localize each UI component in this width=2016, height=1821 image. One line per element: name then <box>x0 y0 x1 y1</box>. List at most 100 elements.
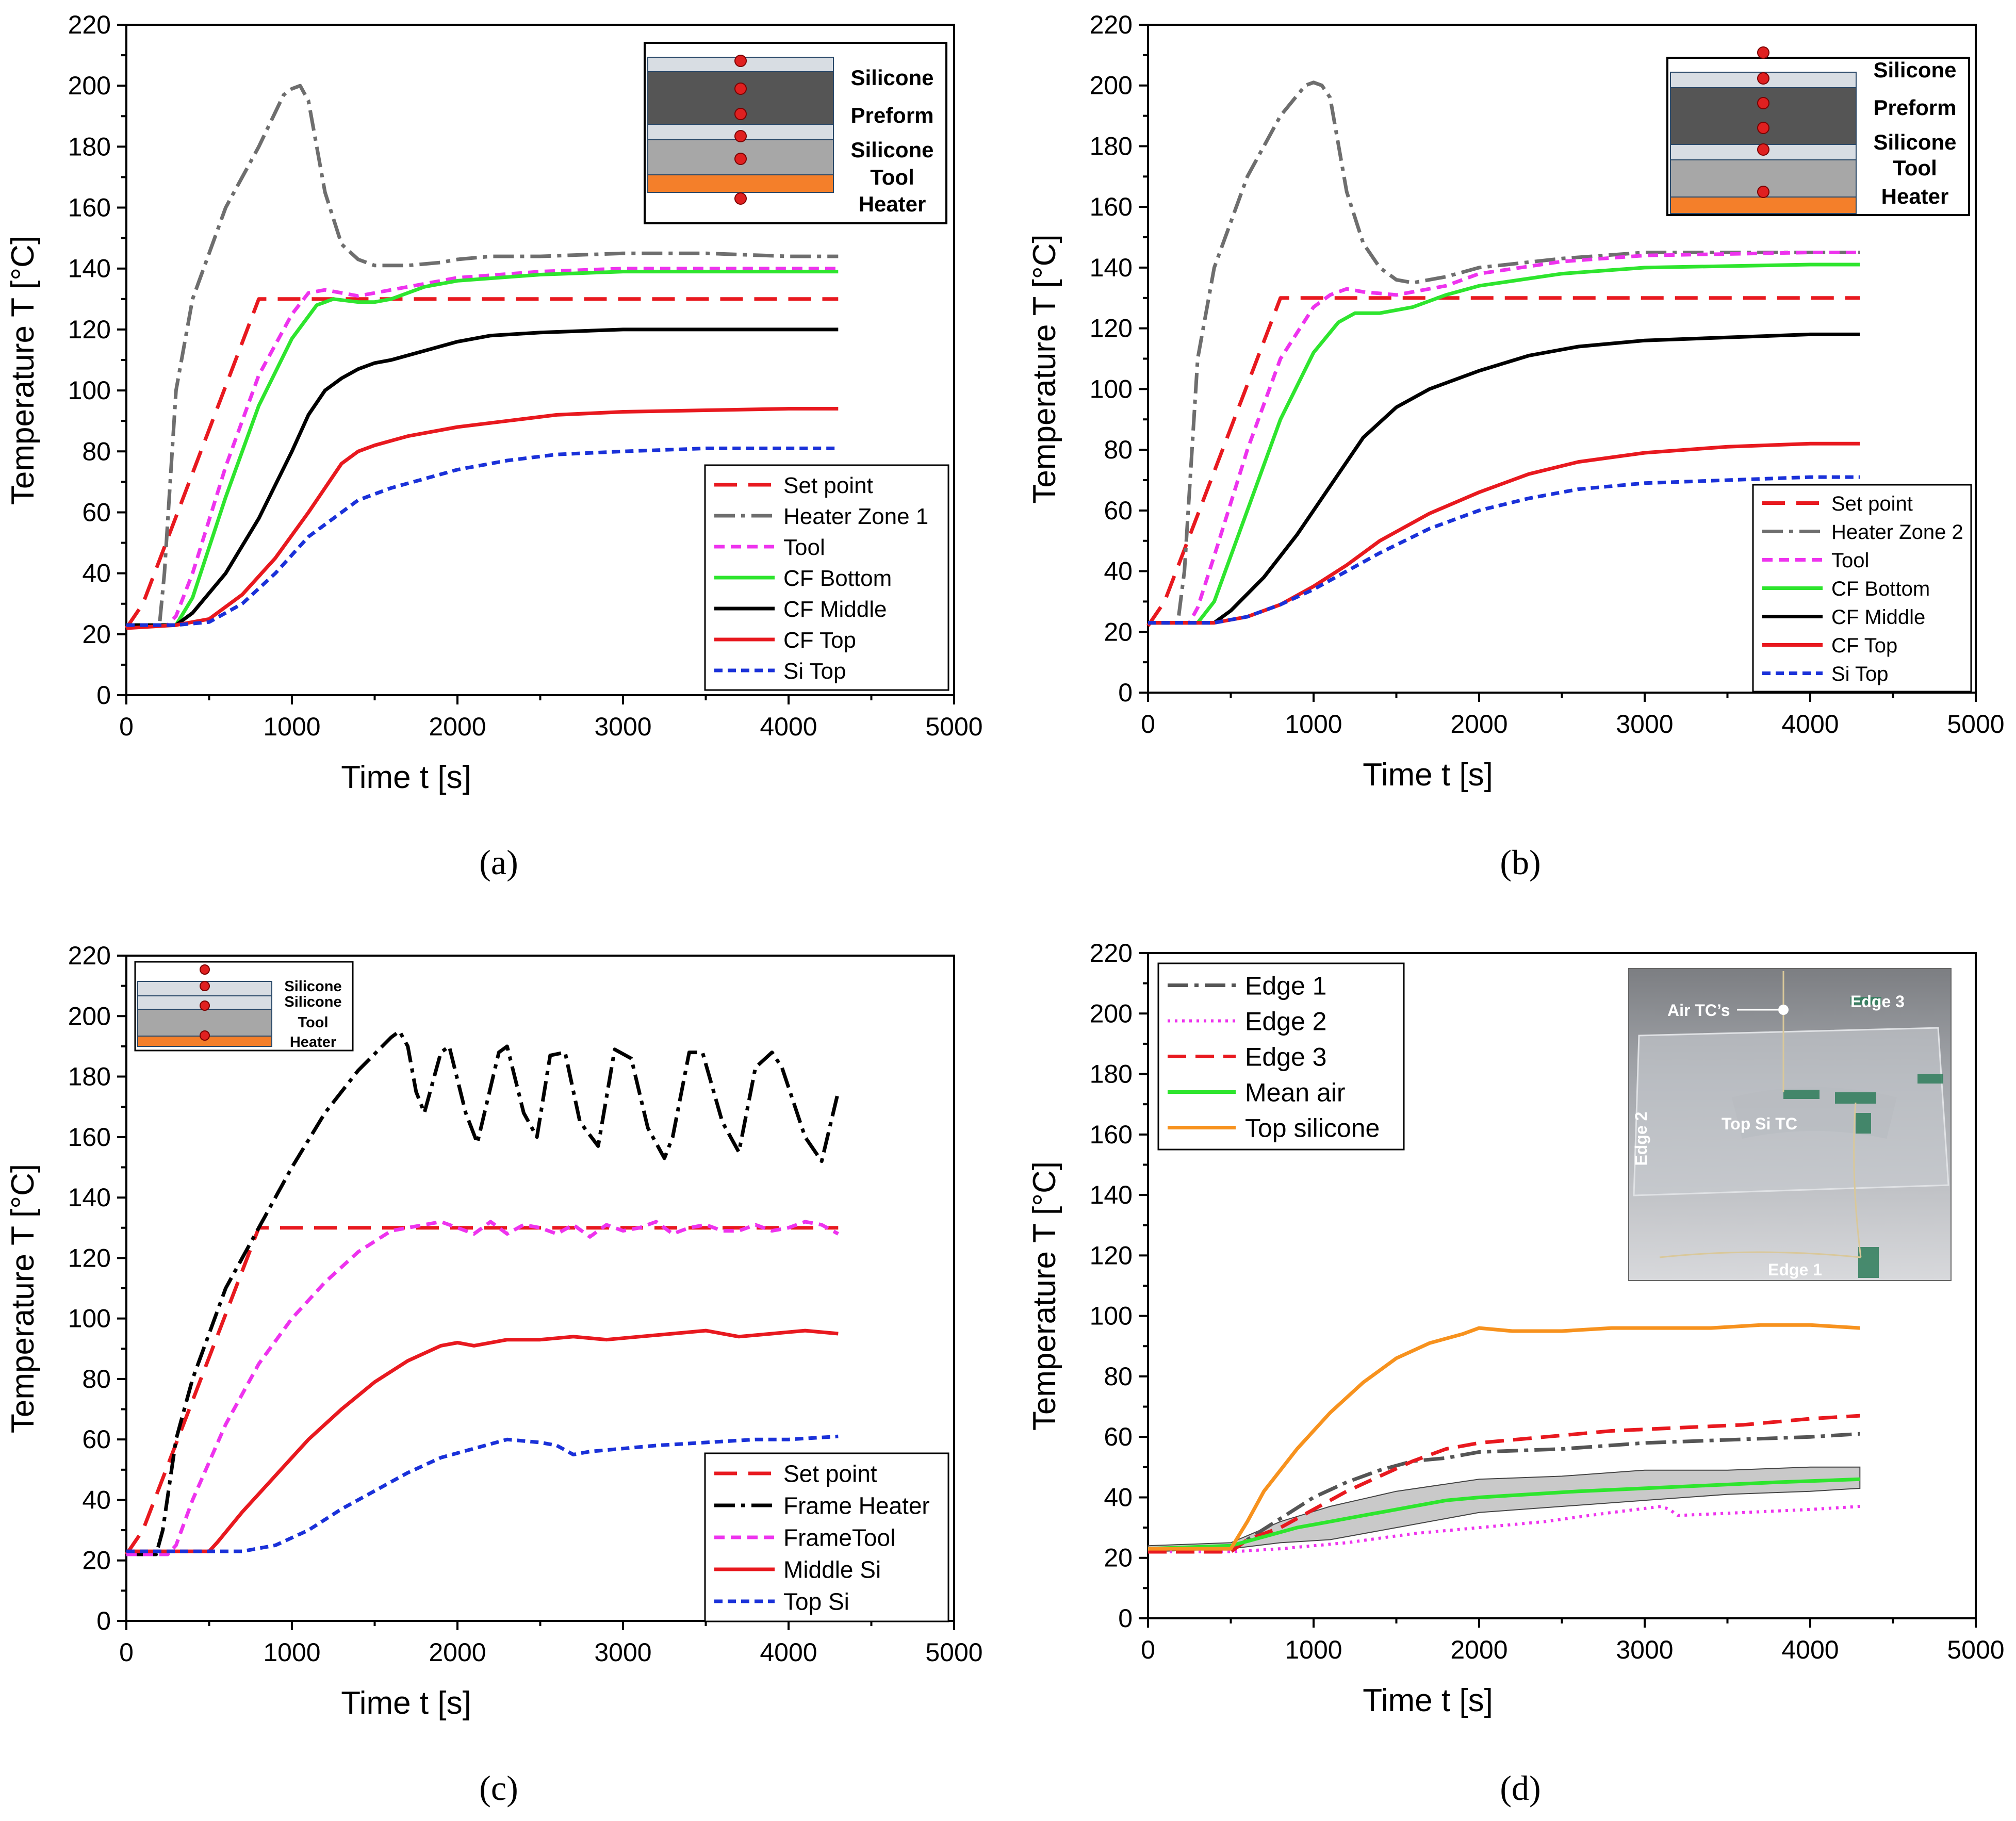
y-tick-label: 180 <box>1090 132 1133 160</box>
y-tick-label: 120 <box>68 315 111 344</box>
legend-box <box>704 464 949 691</box>
legend-label: Heater Zone 1 <box>783 504 928 529</box>
legend: Set point Heater Zone 2 Tool CF Bottom CF Mi… <box>1752 484 1972 693</box>
thermocouple-marker <box>1757 186 1769 198</box>
y-tick-label: 160 <box>1090 192 1133 221</box>
y-tick-label: 20 <box>82 620 111 649</box>
legend-label: Set point <box>783 1461 877 1487</box>
series-line-edge-1 <box>1148 1432 1860 1551</box>
x-tick-label: 4000 <box>760 1638 817 1667</box>
inset-layer <box>1670 196 1857 214</box>
inset-layer-label: Heater <box>290 1034 336 1051</box>
thermocouple-marker <box>200 981 210 991</box>
y-tick-label: 100 <box>1090 1302 1133 1331</box>
legend-label: Tool <box>783 535 825 560</box>
panels: 0 1000 2000 3000 4000 50000204060801001201401… <box>5 10 2005 1808</box>
y-tick-label: 100 <box>1090 374 1133 403</box>
legend-label: Frame Heater <box>783 1492 930 1519</box>
series-line-si-top <box>1148 475 1860 625</box>
y-tick-label: 200 <box>1090 999 1133 1028</box>
x-tick-label: 0 <box>119 712 134 741</box>
y-tick-label: 200 <box>68 1002 111 1030</box>
inset-layer <box>1670 87 1857 145</box>
y-tick-label: 0 <box>96 681 111 710</box>
x-tick-label: 3000 <box>1616 710 1673 739</box>
y-tick-label: 220 <box>68 10 111 39</box>
legend-label: Middle Si <box>783 1556 881 1583</box>
photo-tape-patch <box>1850 997 1881 1005</box>
inset-layer-label: Preform <box>850 103 933 127</box>
air-tc-marker <box>1778 1005 1789 1015</box>
legend-label: Edge 1 <box>1245 972 1326 1000</box>
series-line-set-point <box>125 1226 839 1555</box>
x-tick-label: 1000 <box>263 1638 320 1667</box>
x-tick-label: 4000 <box>1781 1635 1839 1664</box>
x-tick-label: 2000 <box>429 1638 486 1667</box>
x-tick-label: 5000 <box>1947 1635 2004 1664</box>
thermocouple-marker <box>1757 97 1769 109</box>
setup-photo: Air TC’s Edge 3 Top Si TC Edge 2 Edge 1 <box>1628 968 1952 1281</box>
chart-panel-3: 0 1000 2000 3000 4000 5000 0 20 40 60 80 100 120 140 1… <box>5 941 983 1808</box>
inset-layer-label: Silicone <box>850 65 933 90</box>
photo-tape-patch <box>1856 1113 1871 1134</box>
photo-label: Edge 3 <box>1850 992 1905 1011</box>
series-line-si-top <box>126 446 839 627</box>
chart-panel-2: 0 1000 2000 3000 4000 5000 0 20 40 60 80 100 120 140 1… <box>1027 10 2005 882</box>
layup-inset: Silicone Preform Silicone Tool Heater <box>644 42 947 224</box>
x-tick-label: 2000 <box>1450 710 1507 739</box>
y-tick-label: 40 <box>82 1485 111 1514</box>
y-tick-label: 60 <box>1104 1422 1133 1451</box>
inset-layer-label: Preform <box>1873 95 1956 120</box>
inset-layer-label: Heater <box>859 192 926 216</box>
legend-label: CF Bottom <box>1831 578 1930 600</box>
x-tick-label: 5000 <box>925 1638 982 1667</box>
series-line-top-silicone <box>1148 1323 1860 1551</box>
thermocouple-marker <box>734 83 747 95</box>
y-tick-label: 80 <box>82 437 111 466</box>
y-tick-label: 220 <box>68 941 111 970</box>
y-tick-label: 200 <box>1090 71 1133 100</box>
photo-tape-patch <box>1858 1247 1879 1278</box>
series-line-cf-middle <box>1148 332 1860 625</box>
x-axis-title: Time t [s] <box>1363 757 1493 793</box>
legend-label: Set point <box>783 473 873 498</box>
y-tick-label: 100 <box>68 376 111 405</box>
thermocouple-marker <box>734 55 747 67</box>
y-tick-label: 80 <box>1104 1362 1133 1391</box>
legend-label: CF Bottom <box>783 566 892 591</box>
inset-layer-label: Silicone <box>1873 130 1956 154</box>
y-tick-label: 0 <box>1118 1604 1133 1633</box>
y-axis-title: Temperature T [°C] <box>1027 1161 1062 1431</box>
y-tick-label: 220 <box>1090 939 1133 967</box>
series-line-mean-air <box>1148 1477 1860 1551</box>
series-line-top-si <box>126 1434 839 1553</box>
inset-layer-label: Silicone <box>1873 58 1956 82</box>
inset-layer-label: Heater <box>1881 184 1949 208</box>
legend-label: Mean air <box>1245 1078 1346 1107</box>
legend-label: Top Si <box>783 1588 849 1615</box>
photo-label: Edge 1 <box>1768 1260 1822 1279</box>
panel-label: (b) <box>1500 843 1540 882</box>
panel-label: (c) <box>479 1768 518 1808</box>
y-tick-label: 180 <box>68 1062 111 1091</box>
series-line-cf-middle <box>126 327 839 627</box>
inset-layer-label: Silicone <box>850 138 933 162</box>
y-tick-label: 160 <box>1090 1120 1133 1149</box>
series-line-frame-heater <box>126 1029 840 1556</box>
photo-label: Air TC’s <box>1667 1001 1730 1020</box>
panel-label: (d) <box>1500 1768 1540 1808</box>
series-line-set-point <box>1146 296 1860 627</box>
series-line-cf-bottom <box>126 270 839 627</box>
y-tick-label: 180 <box>1090 1060 1133 1089</box>
y-tick-label: 60 <box>82 1425 111 1454</box>
y-tick-label: 40 <box>82 559 111 588</box>
y-axis-title: Temperature T [°C] <box>1027 234 1062 503</box>
y-tick-label: 200 <box>68 71 111 100</box>
x-tick-label: 4000 <box>1781 710 1839 739</box>
legend-label: Edge 2 <box>1245 1007 1326 1036</box>
legend-label: Si Top <box>1831 663 1888 685</box>
x-tick-label: 1000 <box>263 712 320 741</box>
y-tick-label: 120 <box>1090 314 1133 343</box>
y-tick-label: 140 <box>68 1183 111 1212</box>
y-tick-label: 120 <box>68 1243 111 1272</box>
